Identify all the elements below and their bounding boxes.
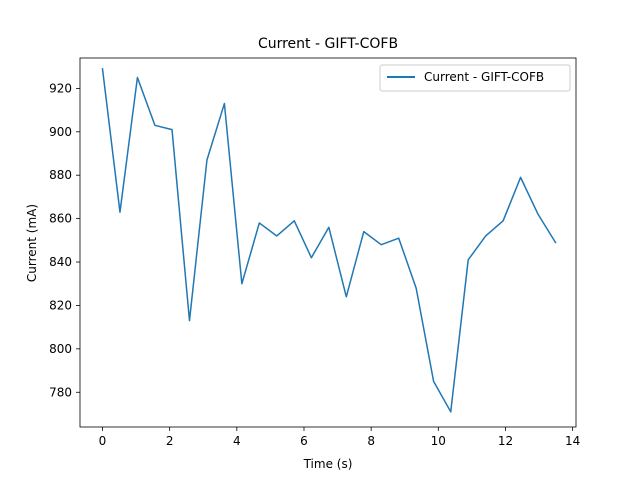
x-tick-label: 12: [498, 434, 513, 448]
x-tick-label: 0: [99, 434, 107, 448]
y-axis-label: Current (mA): [25, 204, 39, 282]
y-tick-label: 800: [49, 342, 72, 356]
series-line-0: [101, 68, 557, 413]
x-tick-label: 4: [233, 434, 241, 448]
legend-box: [379, 64, 571, 92]
x-axis-label: Time (s): [303, 457, 353, 471]
chart-title: Current - GIFT-COFB: [258, 36, 398, 52]
x-axis: 0 2 4 6 8 10 12 14: [99, 427, 580, 448]
axes-frame: [79, 57, 577, 428]
x-tick-label: 6: [300, 434, 308, 448]
legend-label: Current - GIFT-COFB: [424, 70, 544, 84]
x-tick-label: 8: [367, 434, 375, 448]
x-tick-label: 10: [431, 434, 446, 448]
y-tick-label: 820: [49, 298, 72, 312]
y-tick-label: 840: [49, 255, 72, 269]
y-tick-label: 880: [49, 168, 72, 182]
y-tick-label: 900: [49, 125, 72, 139]
y-axis: 780 800 820 840 860 880 900 920: [49, 81, 80, 399]
legend: Current - GIFT-COFB: [379, 64, 571, 92]
y-tick-label: 860: [49, 212, 72, 226]
plot-area: [79, 57, 577, 428]
y-tick-label: 920: [49, 81, 72, 95]
x-tick-label: 2: [166, 434, 174, 448]
x-tick-label: 14: [565, 434, 580, 448]
y-tick-label: 780: [49, 385, 72, 399]
